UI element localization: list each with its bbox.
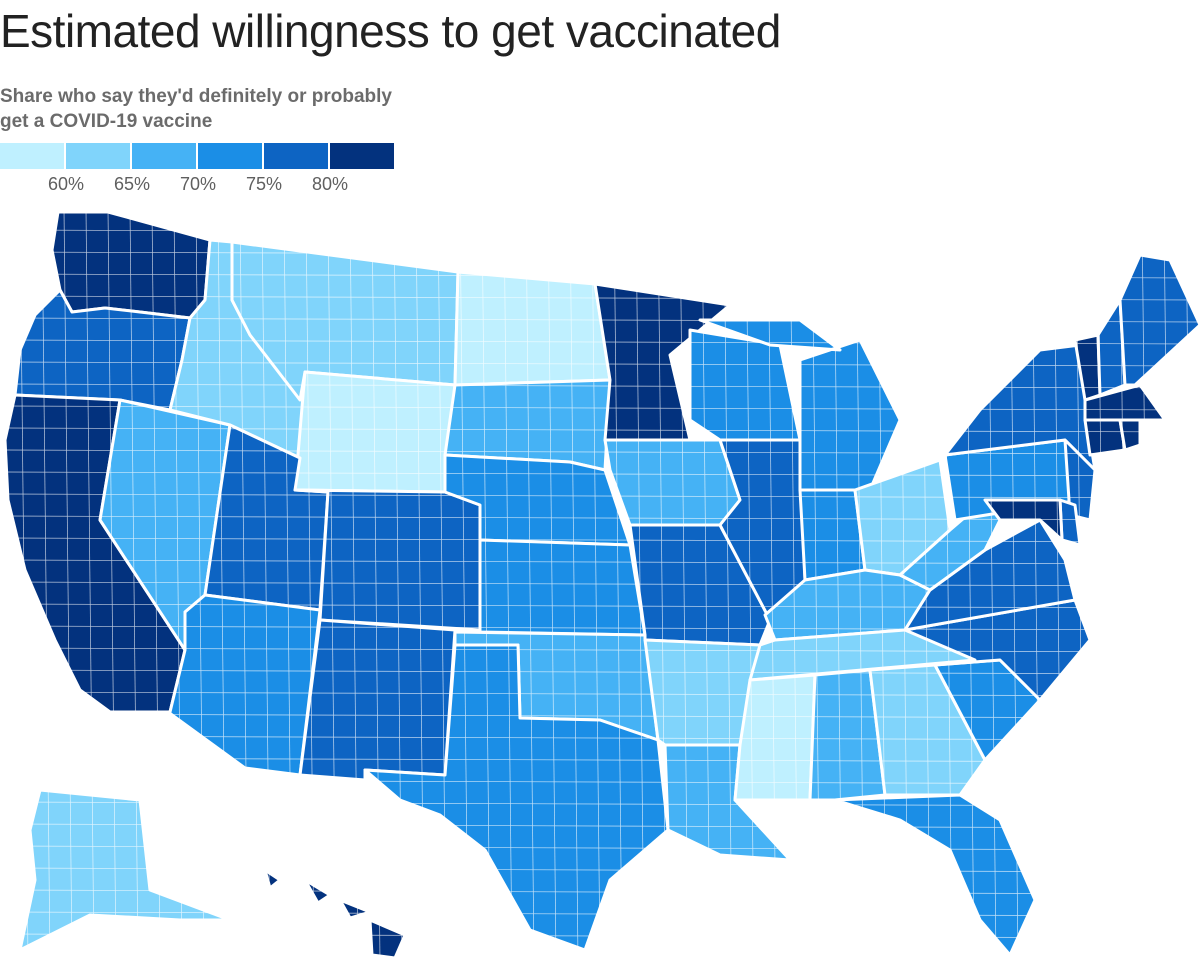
legend-swatch <box>330 143 394 169</box>
state-fl <box>833 793 1037 957</box>
state-hi <box>263 868 407 960</box>
county-line <box>5 955 1200 958</box>
chart-subtitle: Share who say they'd definitely or proba… <box>0 86 392 132</box>
county-line <box>5 471 1200 477</box>
county-line <box>107 212 117 958</box>
county-line <box>85 212 95 958</box>
county-line <box>547 212 557 958</box>
county-line <box>569 212 579 958</box>
state-ma <box>1083 383 1167 422</box>
state-nd <box>453 270 612 387</box>
legend-tick: 80% <box>311 174 349 194</box>
state-az <box>166 593 322 777</box>
county-line <box>5 493 1200 499</box>
legend-swatch <box>198 143 262 169</box>
state-ks <box>478 538 647 637</box>
state-ia <box>603 438 742 527</box>
county-line <box>5 647 1200 653</box>
county-line <box>525 212 535 958</box>
county-line <box>5 669 1200 675</box>
county-line <box>5 713 1200 719</box>
state-ct <box>1083 418 1127 457</box>
state-ak <box>18 788 232 952</box>
legend-swatch <box>66 143 130 169</box>
county-line <box>5 515 1200 521</box>
legend-swatch <box>0 143 64 169</box>
legend-bar <box>0 143 396 169</box>
legend-tick: 75% <box>245 174 283 194</box>
county-line <box>5 405 1200 411</box>
county-line <box>5 427 1200 433</box>
legend-swatch <box>264 143 328 169</box>
county-line <box>701 212 711 958</box>
county-line <box>19 212 29 958</box>
county-line <box>459 212 469 958</box>
county-line <box>41 212 51 958</box>
state-mi <box>698 318 902 492</box>
state-nj <box>1063 438 1097 522</box>
state-ri <box>1118 418 1142 452</box>
state-ms <box>733 673 817 802</box>
legend-tick: 70% <box>179 174 217 194</box>
county-line <box>613 212 623 958</box>
state-nc <box>903 598 1092 702</box>
legend-swatch <box>132 143 196 169</box>
county-line <box>679 212 689 958</box>
county-line <box>5 559 1200 565</box>
legend-tick: 65% <box>113 174 151 194</box>
county-line <box>129 212 139 958</box>
county-line <box>591 212 601 958</box>
county-line <box>745 212 755 958</box>
county-line <box>5 691 1200 697</box>
chart-title: Estimated willingness to get vaccinated <box>0 5 781 57</box>
county-line <box>503 212 513 958</box>
county-line <box>1075 212 1085 958</box>
us-county-map <box>3 210 1200 960</box>
county-line <box>635 212 645 958</box>
state-me <box>1118 253 1200 387</box>
county-line <box>481 212 491 958</box>
county-line <box>5 449 1200 455</box>
county-line <box>5 603 1200 609</box>
county-line <box>63 212 73 958</box>
state-md <box>983 498 1064 542</box>
color-legend: 60% 65% 70% 75% 80% <box>0 143 400 199</box>
county-line <box>5 581 1200 587</box>
legend-tick: 60% <box>47 174 85 194</box>
county-line <box>5 625 1200 631</box>
